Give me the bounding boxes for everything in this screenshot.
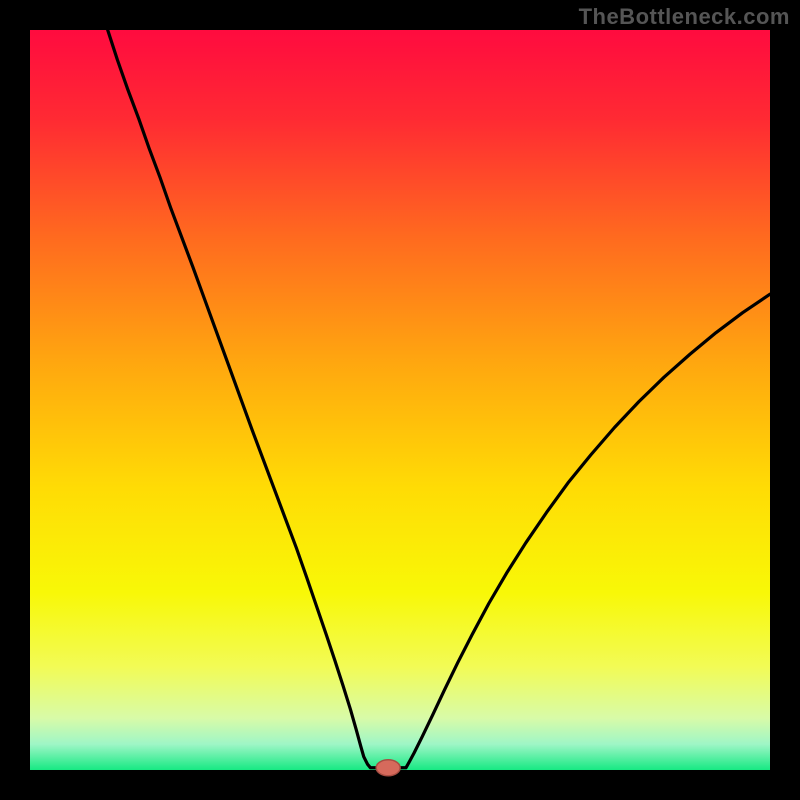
chart-stage: TheBottleneck.com (0, 0, 800, 800)
attribution-label: TheBottleneck.com (579, 4, 790, 30)
optimal-marker (376, 760, 400, 776)
plot-background (30, 30, 770, 770)
bottleneck-chart (0, 0, 800, 800)
